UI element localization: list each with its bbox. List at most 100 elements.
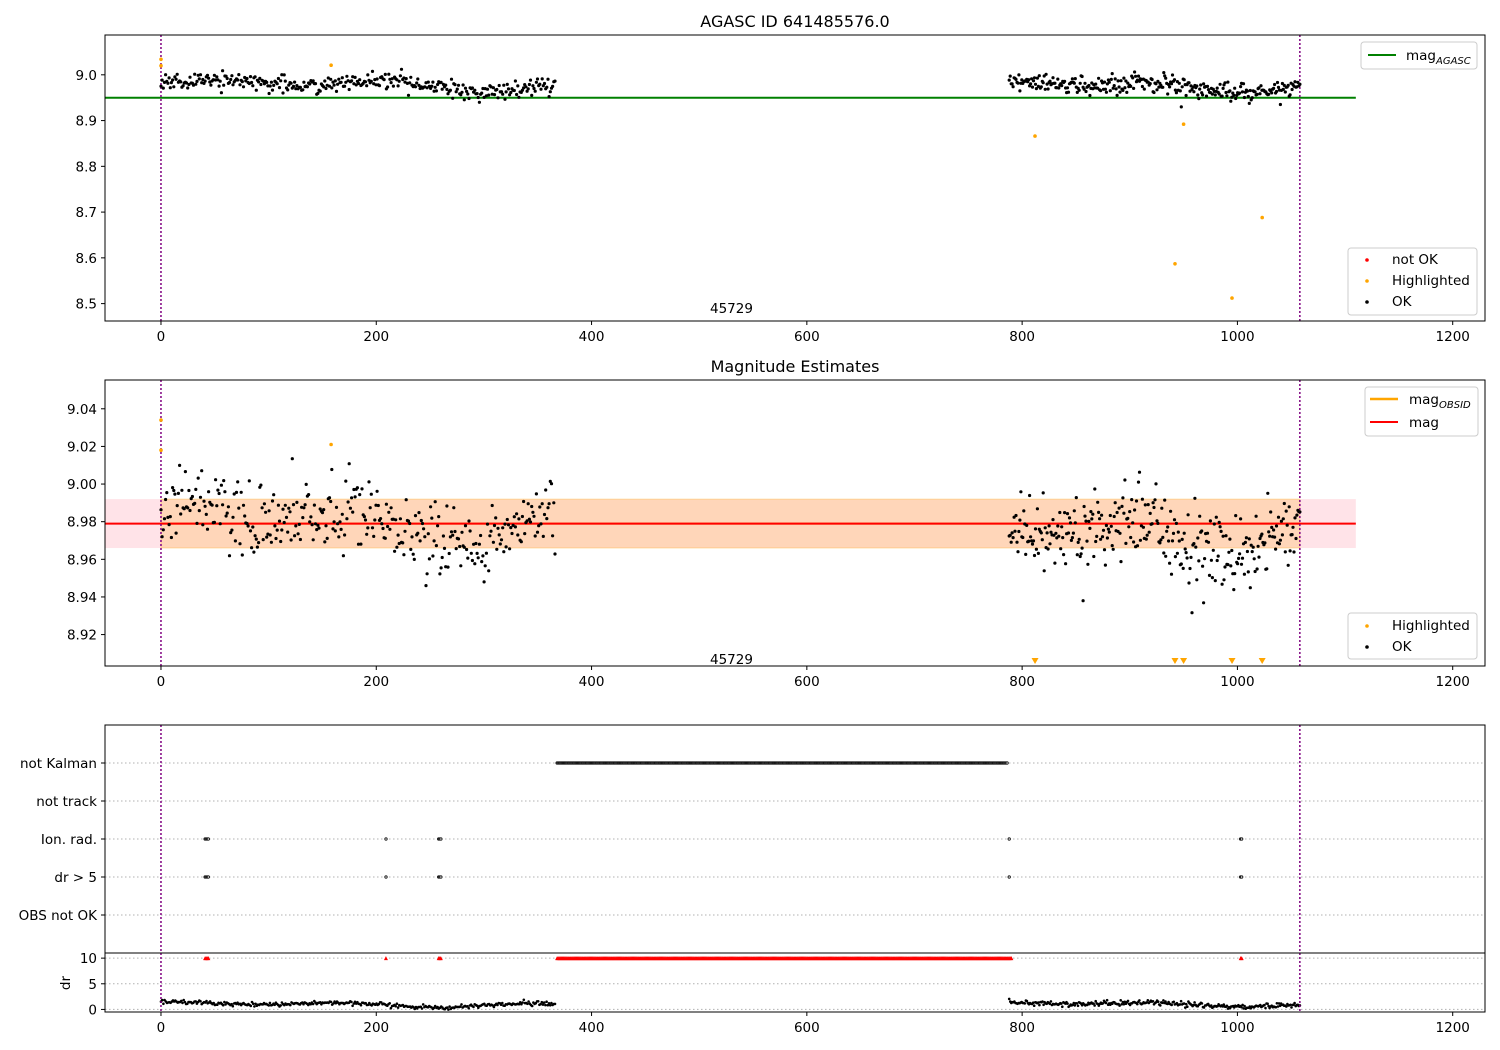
ok-point — [453, 83, 457, 87]
ok-point — [1224, 534, 1228, 538]
dr-point — [1076, 1004, 1080, 1008]
ok-point — [366, 73, 370, 77]
ok-point — [1116, 79, 1120, 83]
dr-point — [180, 999, 183, 1003]
ok-point — [1166, 92, 1170, 96]
ok-point — [495, 87, 499, 92]
ok-point — [1081, 599, 1085, 603]
ok-point — [1046, 87, 1050, 91]
ok-point — [436, 82, 440, 87]
ok-point — [1119, 79, 1123, 83]
ok-point — [546, 77, 550, 81]
ok-point — [417, 83, 421, 87]
ok-point — [1229, 564, 1233, 568]
ok-point — [434, 544, 438, 548]
ok-point — [1162, 551, 1166, 555]
ok-point — [237, 506, 241, 510]
dr-point — [359, 1003, 363, 1007]
ok-point — [162, 517, 167, 521]
ok-point — [456, 537, 461, 541]
agasc-axes-frame — [104, 34, 1486, 322]
ok-point — [449, 77, 454, 81]
ok-point — [283, 503, 287, 507]
ok-point — [188, 508, 192, 513]
ok-point — [193, 72, 197, 76]
ok-point — [294, 87, 298, 91]
ok-point — [1247, 537, 1251, 541]
dr-ytick-label: 10 — [80, 951, 97, 967]
dr-point — [318, 1001, 322, 1004]
ok-point — [1237, 556, 1241, 561]
ok-point — [1246, 570, 1250, 574]
ok-point — [1030, 77, 1034, 81]
ok-point — [161, 528, 165, 532]
ok-point — [527, 82, 532, 87]
ok-point — [196, 476, 200, 480]
ok-point — [1103, 87, 1107, 91]
dr-point — [445, 1006, 449, 1009]
ok-point — [1141, 525, 1145, 529]
ok-point — [1173, 555, 1177, 559]
ok-point — [1278, 102, 1282, 107]
ok-point — [161, 86, 165, 90]
ok-point — [322, 508, 326, 512]
ok-point — [1088, 526, 1092, 531]
ok-point — [1272, 528, 1276, 532]
ok-point — [1286, 563, 1290, 567]
ok-point — [1075, 553, 1079, 557]
dr-axes-frame — [104, 952, 1486, 1013]
ok-point — [389, 506, 393, 510]
ok-point — [1160, 506, 1164, 510]
ok-point — [1060, 525, 1064, 529]
ok-point — [1117, 506, 1121, 510]
ok-point — [522, 499, 526, 504]
ok-point — [532, 514, 536, 518]
ok-point — [1034, 547, 1038, 551]
ok-point — [250, 80, 254, 85]
dr-point — [527, 1000, 530, 1003]
agasc-xtick-label: 1000 — [1220, 329, 1254, 345]
ok-point — [448, 535, 452, 539]
ok-point — [1173, 88, 1177, 92]
ok-point — [462, 545, 466, 549]
ok-point — [470, 558, 474, 563]
ok-point — [1263, 541, 1267, 545]
ok-point — [1137, 470, 1142, 474]
ok-point — [531, 84, 535, 88]
ok-point — [351, 75, 355, 79]
dr-point — [545, 1000, 548, 1003]
ok-point — [1176, 530, 1180, 534]
ok-point — [374, 83, 378, 87]
ok-point — [420, 521, 425, 526]
ok-point — [168, 515, 172, 519]
ok-point — [1052, 533, 1056, 537]
dr-point — [492, 1005, 496, 1009]
mag-obsid-legend-label: magOBSID — [1409, 392, 1471, 411]
ok-point — [505, 82, 509, 86]
dr-point — [329, 1000, 333, 1004]
ok-point — [1211, 548, 1215, 552]
ok-point — [1171, 531, 1176, 536]
ok-point — [190, 494, 194, 499]
ok-point — [459, 93, 463, 97]
dr-point — [547, 1002, 551, 1005]
ok-point — [509, 526, 513, 530]
dr-point — [289, 1003, 292, 1007]
ok-point — [1104, 90, 1108, 94]
ok-point — [1033, 82, 1038, 86]
ok-point — [396, 533, 400, 537]
ok-point — [496, 96, 500, 100]
ok-point — [181, 84, 185, 88]
ok-point — [262, 82, 266, 86]
magnitude-ytick-label: 8.92 — [67, 628, 97, 644]
ok-point — [311, 79, 315, 83]
ok-point — [1124, 541, 1128, 546]
ok-point — [1009, 540, 1013, 544]
dr-point — [199, 1000, 202, 1003]
ok-point — [1229, 99, 1233, 103]
ok-point — [1028, 493, 1032, 498]
ok-point — [230, 528, 234, 532]
ok-point — [203, 79, 207, 83]
dr-point — [496, 1003, 499, 1007]
